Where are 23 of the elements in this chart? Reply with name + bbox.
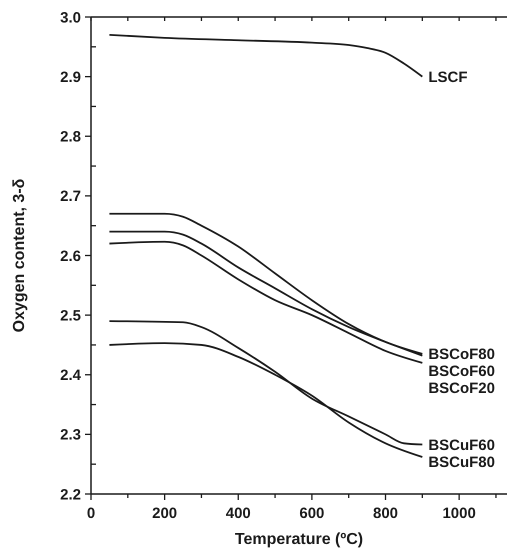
y-tick-label: 2.8	[60, 128, 81, 146]
y-axis-title: Oxygen content, 3-δ	[11, 178, 28, 332]
series-label: BSCoF80	[428, 346, 496, 364]
y-tick-label: 2.2	[60, 486, 81, 504]
series-label: BSCuF80	[428, 454, 496, 471]
y-tick-label: 2.4	[60, 367, 82, 384]
y-tick-label: 2.9	[60, 68, 81, 86]
x-tick-label: 1000	[442, 505, 476, 522]
y-tick-label: 3.0	[60, 9, 81, 26]
x-tick-label: 400	[226, 505, 251, 522]
series-label: BSCoF60	[428, 363, 496, 380]
x-axis-title: Temperature (ºC)	[234, 531, 364, 548]
y-tick-label: 2.5	[60, 307, 81, 324]
x-tick-label: 600	[299, 505, 324, 522]
y-tick-label: 2.3	[60, 426, 81, 444]
x-tick-label: 800	[373, 505, 398, 522]
y-tick-label: 2.7	[60, 188, 81, 206]
series-label: LSCF	[428, 68, 468, 86]
series-label: BSCoF20	[428, 380, 496, 398]
x-tick-label: 0	[86, 505, 96, 522]
series-label: BSCuF60	[428, 436, 496, 454]
y-tick-label: 2.6	[60, 248, 81, 265]
x-tick-label: 200	[152, 505, 178, 522]
